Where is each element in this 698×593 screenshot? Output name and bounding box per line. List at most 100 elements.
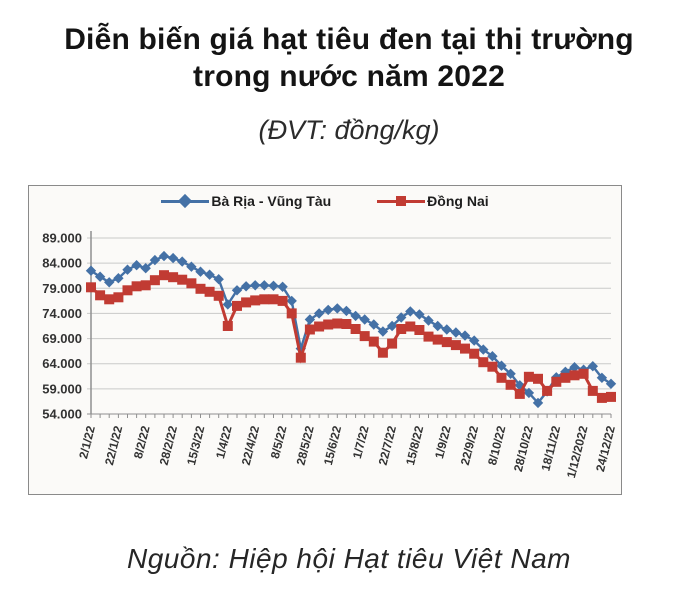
x-tick-label: 1/7/22 — [350, 424, 372, 460]
legend-marker-square-icon — [377, 194, 426, 208]
data-point — [140, 280, 151, 291]
data-point — [596, 372, 608, 383]
data-point — [377, 326, 389, 337]
chart-legend: Bà Rịa - Vũng Tàu Đồng Nai — [29, 193, 621, 209]
data-point — [396, 324, 407, 334]
y-tick-label: 79.000 — [42, 281, 82, 296]
data-point — [86, 282, 96, 293]
data-point — [85, 265, 97, 276]
data-point — [204, 286, 215, 297]
data-point — [286, 308, 297, 319]
data-point — [113, 273, 124, 284]
x-tick-label: 8/10/22 — [485, 424, 508, 467]
price-chart-panel: 54.000 59.000 64.000 69.000 74.000 79.000 84.0… — [28, 185, 622, 495]
data-point — [469, 348, 480, 359]
data-point — [450, 340, 461, 351]
data-point — [368, 319, 379, 330]
x-tick-label: 8/2/22 — [131, 424, 153, 460]
y-tick-label: 84.000 — [42, 256, 82, 271]
page-title: Diễn biến giá hạt tiêu đen tại thị trườn… — [64, 23, 634, 93]
data-point — [304, 324, 315, 335]
data-point — [523, 387, 535, 399]
data-point — [332, 318, 343, 329]
data-point — [605, 378, 617, 389]
data-point — [359, 331, 370, 342]
data-point — [414, 309, 425, 320]
data-point — [377, 347, 388, 358]
data-point — [195, 266, 206, 277]
data-point — [313, 308, 325, 319]
data-point — [186, 261, 197, 272]
data-point — [523, 371, 534, 382]
data-point — [587, 385, 598, 396]
data-point — [532, 397, 544, 409]
data-point — [232, 300, 242, 311]
source-attribution: Nguồn: Hiệp hội Hạt tiêu Việt Nam — [127, 543, 571, 574]
legend-label: Bà Rịa - Vũng Tàu — [211, 193, 332, 209]
x-tick-label: 22/1/22 — [102, 424, 125, 467]
data-point — [104, 294, 115, 305]
legend-marker-diamond-icon — [161, 193, 210, 209]
data-point — [542, 385, 553, 396]
data-point — [350, 310, 361, 322]
x-tick-label: 1/12/2022 — [564, 424, 591, 480]
data-point — [423, 315, 434, 326]
data-point — [460, 343, 470, 354]
data-point — [113, 292, 124, 303]
data-point — [487, 361, 498, 372]
unit-label: (ĐVT: đồng/kg) — [258, 115, 440, 145]
data-point — [131, 281, 142, 292]
x-tick-label: 24/12/22 — [593, 424, 618, 473]
data-point — [213, 290, 224, 301]
data-point — [277, 295, 288, 306]
data-point — [587, 361, 598, 372]
data-point — [222, 299, 233, 310]
data-point — [332, 303, 343, 314]
data-point — [314, 321, 325, 332]
x-tick-label: 15/8/22 — [403, 424, 426, 467]
data-point — [432, 320, 443, 332]
chart-svg: 54.000 59.000 64.000 69.000 74.000 79.000 84.0… — [42, 231, 618, 480]
x-tick-label: 1/9/22 — [432, 424, 454, 460]
data-point — [450, 327, 462, 338]
y-tick-label: 64.000 — [42, 356, 82, 371]
data-point — [478, 357, 489, 368]
data-point — [277, 281, 288, 292]
data-point — [578, 368, 589, 379]
data-point — [259, 280, 270, 291]
data-point — [350, 324, 361, 334]
data-point — [195, 283, 206, 294]
legend-label: Đồng Nai — [427, 193, 489, 209]
data-point — [304, 314, 316, 325]
x-tick-label: 1/4/22 — [213, 424, 235, 460]
data-point — [95, 290, 106, 301]
x-tick-label: 22/9/22 — [458, 424, 481, 467]
data-point — [177, 256, 188, 267]
data-point — [405, 321, 416, 332]
data-point — [368, 336, 379, 347]
data-point — [104, 277, 115, 288]
data-point — [177, 274, 188, 285]
data-point — [323, 319, 334, 330]
data-point — [131, 260, 142, 271]
legend-item-dong-nai: Đồng Nai — [377, 193, 489, 209]
data-point — [240, 281, 252, 292]
data-point — [441, 337, 452, 348]
x-tick-label: 15/3/22 — [184, 424, 207, 467]
data-point — [167, 252, 179, 264]
data-point — [341, 319, 352, 329]
data-point — [405, 306, 416, 317]
data-point — [569, 362, 580, 373]
data-point — [423, 331, 434, 342]
data-point — [560, 372, 571, 383]
data-point — [159, 270, 169, 281]
data-point — [250, 280, 261, 291]
legend-item-ba-ria-vung-tau: Bà Rịa - Vũng Tàu — [161, 193, 331, 209]
x-tick-label: 28/5/22 — [294, 424, 317, 467]
data-point — [386, 320, 398, 332]
data-point — [268, 280, 279, 291]
data-point — [551, 376, 562, 387]
y-tick-label: 59.000 — [42, 381, 82, 396]
data-point — [432, 334, 443, 345]
y-tick-label: 54.000 — [42, 407, 82, 422]
